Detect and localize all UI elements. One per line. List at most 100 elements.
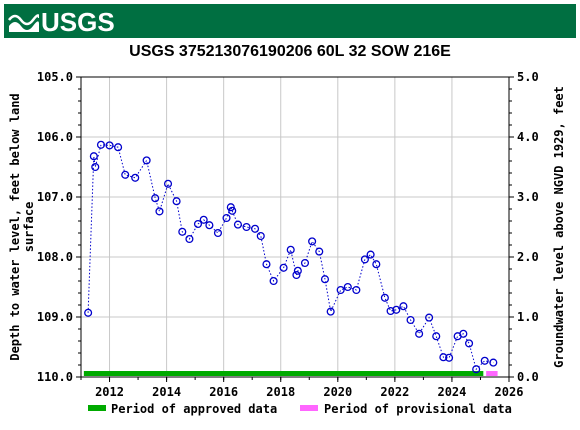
data-point [472,365,481,374]
data-point [199,215,208,224]
data-point [233,220,242,229]
data-point [256,231,265,241]
data-point [193,219,203,229]
legend-label: Period of approved data [111,402,277,416]
data-point [121,170,130,179]
x-tick-label: 2012 [95,385,124,399]
data-point [185,234,194,244]
usgs-logo-wave-icon [8,14,39,32]
data-point [343,282,352,292]
data-point [386,306,395,316]
data-point [445,353,454,362]
data-point [366,250,375,259]
approved-period-bar [83,371,484,376]
y-tick-label-right: 3.0 [517,190,539,204]
data-point [269,276,278,286]
x-tick-label: 2020 [323,385,352,399]
data-point [432,332,441,341]
data-point [293,266,302,275]
data-point [228,206,237,215]
y-tick-label: 105.0 [37,70,73,84]
x-tick-label: 2016 [209,385,238,399]
data-point [172,197,181,206]
data-point [155,207,164,216]
data-point [489,358,498,367]
period-bars [83,371,498,376]
x-tick-label: 2026 [495,385,524,399]
data-point [465,339,474,348]
data-point [151,194,160,203]
data-point [226,203,235,212]
plot-frame [80,76,510,378]
y-tick-label: 106.0 [37,130,73,144]
data-point [459,329,468,338]
data-point [406,315,415,325]
data-point [399,302,408,311]
y-tick-label-right: 5.0 [517,70,539,84]
data-point [300,258,310,268]
data-point [131,173,140,182]
data-point [392,305,401,314]
data-point [142,156,151,165]
usgs-header-bar: USGS [4,4,576,38]
data-point [380,293,389,302]
data-point [320,275,330,284]
data-point [372,260,381,269]
x-tick-label: 2014 [152,385,181,399]
data-point [89,152,98,161]
data-point [178,227,187,236]
y-axis-label-line2: surface [22,202,36,253]
x-tick-label: 2022 [380,385,409,399]
data-point [114,143,123,152]
legend-swatch [300,405,318,411]
data-point [251,224,260,233]
legend-swatch [88,405,106,411]
y-tick-label: 109.0 [37,310,73,324]
data-point [315,247,324,256]
y-axis-label-right: Groundwater level above NGVD 1929, feet [552,86,566,368]
data-point [242,222,251,232]
series-line [87,144,494,371]
data-series [84,140,498,374]
data-point [222,213,231,223]
data-point [163,179,173,188]
x-tick-label: 2024 [437,385,466,399]
data-point [84,308,93,317]
y-axis-label: Depth to water level, feet below land [8,93,22,360]
chart-title: USGS 375213076190206 60L 32 SOW 216E [129,43,451,60]
data-point [279,263,288,272]
data-point [425,313,434,322]
data-point [262,260,271,269]
x-tick-label: 2018 [266,385,295,399]
legend-label: Period of provisional data [324,402,512,416]
data-point [105,141,114,150]
provisional-period-bar [486,371,498,376]
data-point [360,255,369,264]
data-point [91,162,100,172]
data-point [336,285,345,295]
data-point [96,140,106,149]
gridlines [81,76,510,378]
y-tick-label: 107.0 [37,190,73,204]
legend: Period of approved data Period of provisi… [88,402,512,416]
axis-labels: 105.0 5.0 106.0 4.0 107.0 3.0 108.0 2.0 109.0 1.0… [8,70,566,399]
y-tick-label-right: 4.0 [517,130,539,144]
y-tick-label: 110.0 [37,370,73,384]
y-tick-label-right: 2.0 [517,250,539,264]
axis-ticks [76,76,514,382]
data-point [415,329,424,338]
y-tick-label: 108.0 [37,250,73,264]
data-point [292,270,301,280]
usgs-logo-text: USGS [41,7,115,37]
data-point [213,228,223,238]
data-point [352,285,361,295]
y-tick-label-right: 1.0 [517,310,539,324]
data-point [326,307,335,316]
data-point [205,221,214,230]
data-point [286,245,295,254]
y-tick-label-right: 0.0 [517,370,539,384]
data-point [480,356,489,365]
data-point [439,353,448,362]
data-point [308,237,317,246]
